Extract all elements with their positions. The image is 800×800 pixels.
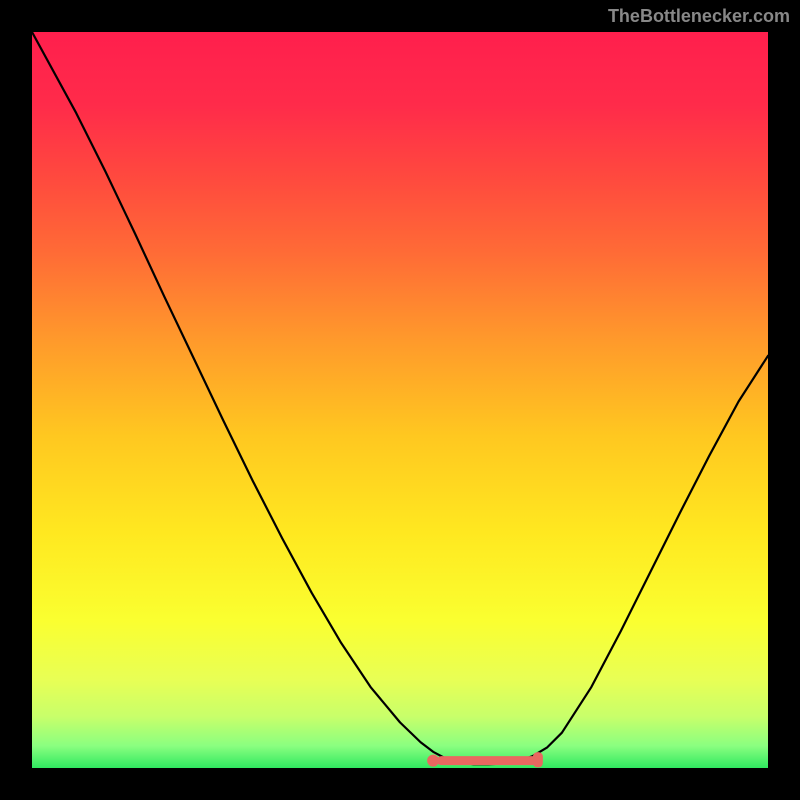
marker-cap — [533, 752, 543, 767]
chart-svg — [0, 0, 800, 800]
marker-bar — [437, 756, 539, 765]
chart-container: TheBottlenecker.com — [0, 0, 800, 800]
plot-background — [32, 32, 768, 768]
watermark-text: TheBottlenecker.com — [608, 6, 790, 27]
